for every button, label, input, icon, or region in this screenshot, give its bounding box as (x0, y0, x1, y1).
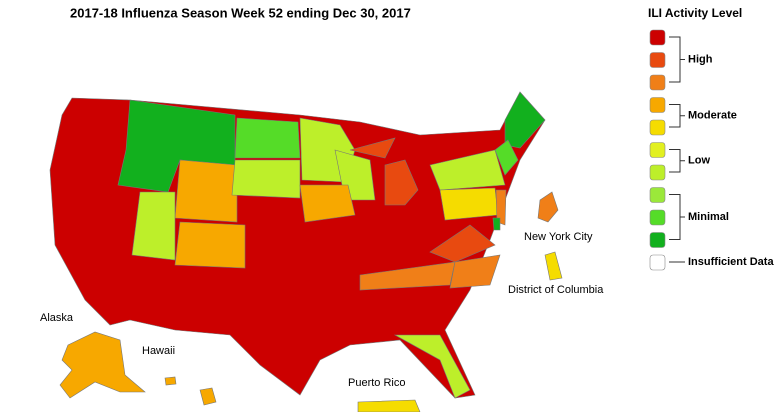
region (495, 189, 507, 226)
region (117, 99, 236, 193)
map-label: District of Columbia (508, 284, 604, 296)
legend-swatch (649, 29, 666, 46)
legend-swatch (649, 97, 666, 113)
region (349, 137, 396, 159)
legend-swatch (649, 74, 666, 91)
region (199, 387, 217, 406)
region (357, 399, 421, 412)
region (494, 139, 519, 176)
legend-bracket (669, 149, 685, 173)
us-map (49, 91, 563, 412)
region (131, 191, 176, 261)
region (439, 187, 499, 221)
map-title: 2017-18 Influenza Season Week 52 ending … (70, 5, 411, 20)
region (384, 159, 419, 206)
legend-swatch (649, 119, 666, 136)
region (537, 191, 559, 223)
legend-bracket (669, 36, 685, 83)
map-label: Alaska (40, 312, 74, 324)
legend-label: High (688, 53, 713, 65)
legend-label: Insufficient Data (688, 256, 774, 268)
legend-swatch (649, 209, 666, 226)
region (492, 217, 501, 231)
legend-label: Minimal (688, 211, 729, 223)
region (234, 117, 301, 159)
region (429, 224, 496, 263)
legend-bracket (669, 104, 685, 128)
legend-swatch (649, 232, 666, 248)
legend-swatch (649, 187, 666, 203)
region (299, 184, 356, 223)
region (174, 221, 246, 269)
legend: High Moderate Low Minimal Insufficient Data (649, 29, 774, 271)
map-label: New York City (524, 231, 593, 243)
region (174, 159, 238, 223)
map-label: Hawaii (142, 345, 175, 357)
region (359, 261, 456, 291)
region (544, 251, 563, 281)
legend-swatch (649, 164, 666, 181)
legend-swatch (649, 52, 666, 68)
region (59, 331, 146, 399)
legend-label: Moderate (688, 110, 737, 122)
legend-label: Low (688, 155, 710, 167)
region (504, 91, 546, 149)
region (231, 159, 301, 199)
region (449, 254, 501, 289)
legend-bracket (669, 194, 685, 240)
legend-title: ILI Activity Level (648, 6, 742, 20)
legend-swatch (649, 254, 666, 271)
legend-swatch (649, 142, 666, 158)
map-label: Puerto Rico (348, 377, 405, 389)
region (429, 149, 506, 191)
region (164, 376, 177, 386)
region (393, 334, 471, 399)
